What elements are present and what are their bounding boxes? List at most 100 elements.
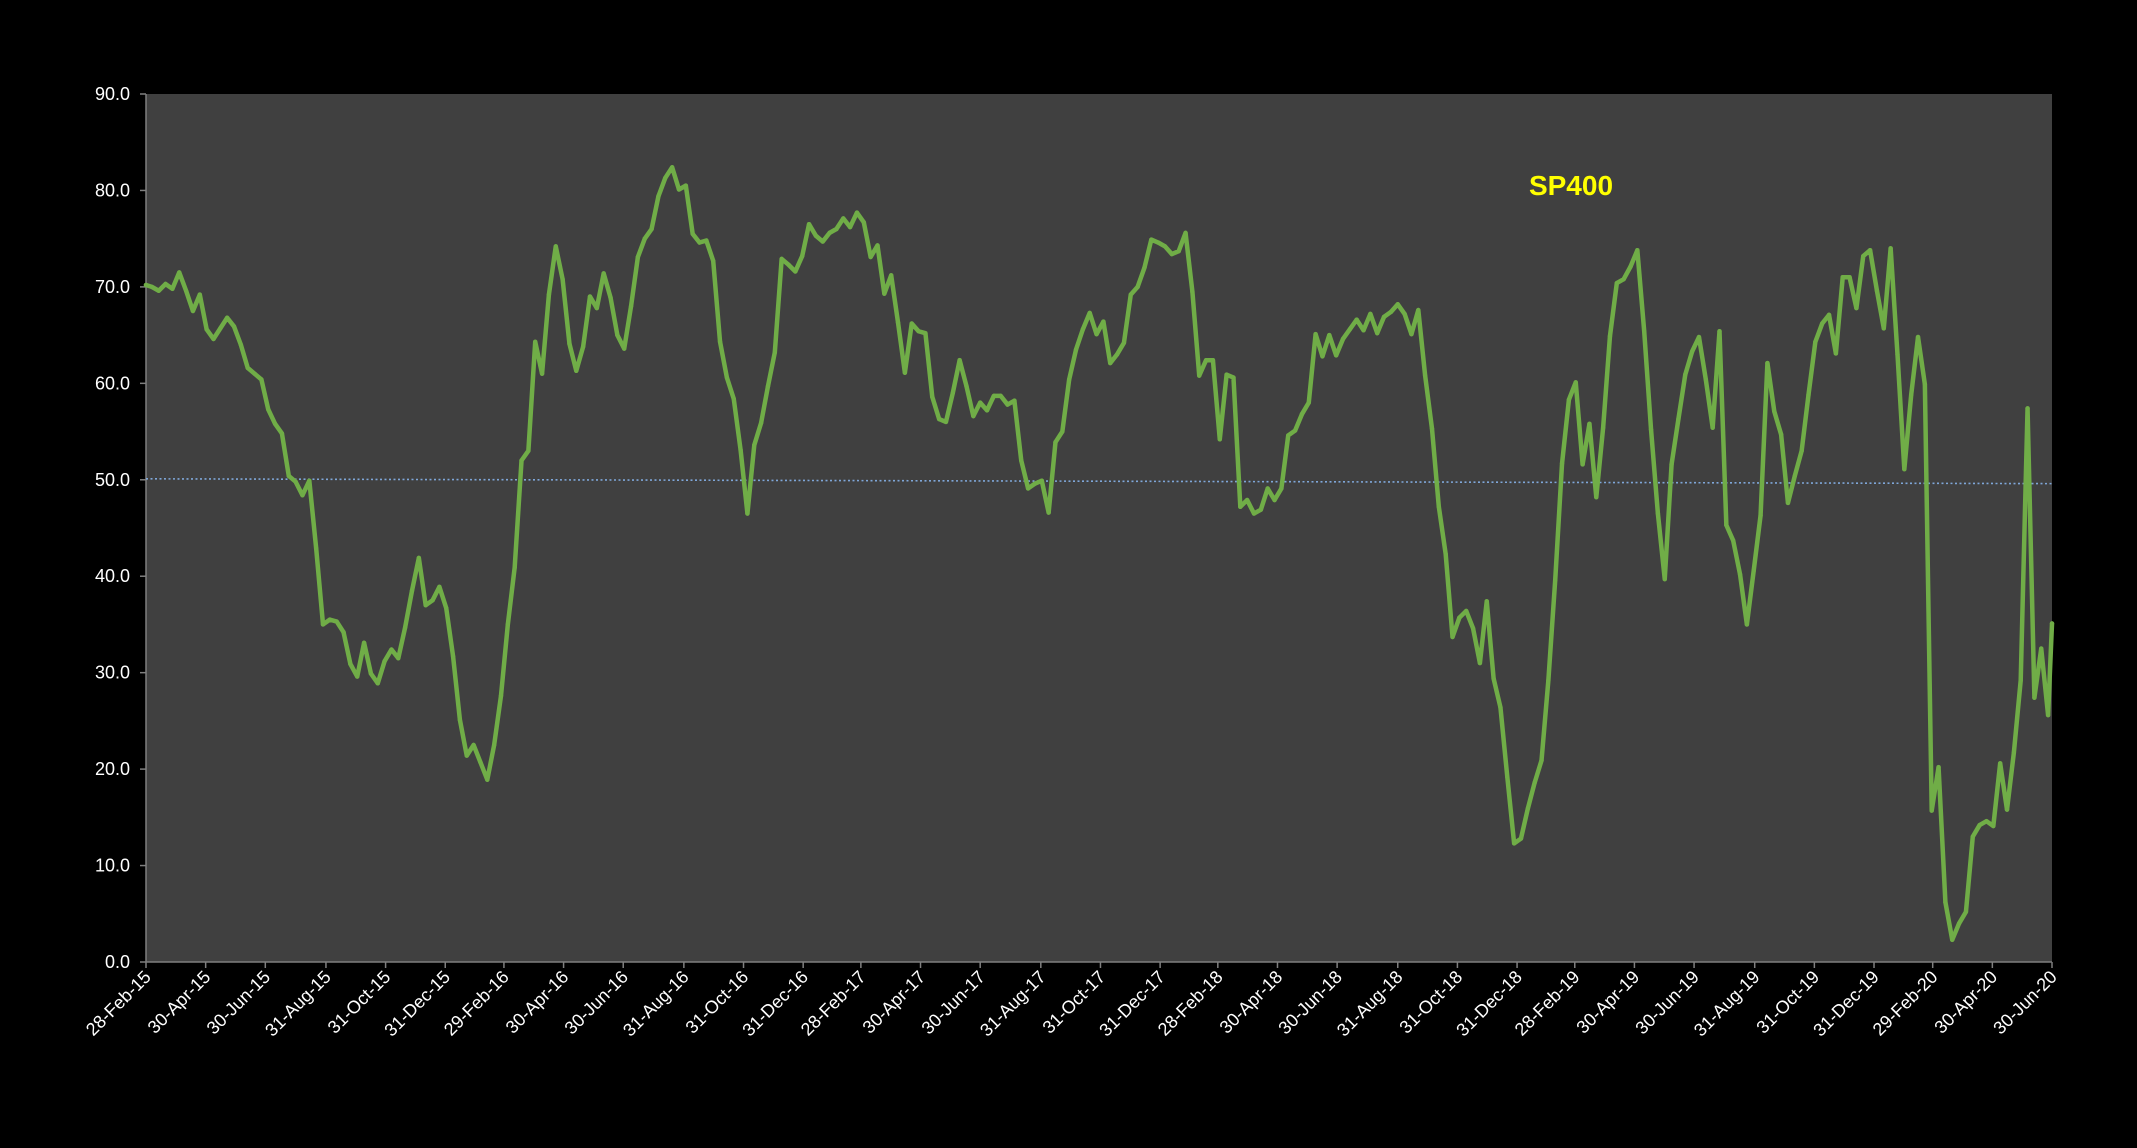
data-point	[177, 270, 182, 275]
data-point	[977, 400, 983, 405]
data-point	[1464, 608, 1469, 614]
data-point	[252, 371, 257, 376]
data-point	[1320, 354, 1325, 359]
data-point	[1826, 312, 1832, 318]
data-point	[1532, 780, 1537, 785]
data-point	[1703, 377, 1709, 382]
data-point	[2032, 695, 2037, 700]
data-point	[635, 254, 641, 260]
data-point	[971, 413, 976, 419]
data-point	[1005, 402, 1010, 407]
data-point	[402, 625, 408, 630]
data-point	[1997, 761, 2003, 766]
data-point	[375, 681, 380, 686]
data-point	[765, 384, 771, 389]
data-point	[1819, 321, 1825, 326]
data-point	[1498, 705, 1503, 710]
data-point	[143, 282, 149, 288]
data-point	[936, 416, 942, 422]
data-point	[1217, 437, 1222, 442]
data-point	[1299, 412, 1305, 417]
data-point	[1073, 347, 1079, 352]
data-point	[1710, 425, 1715, 430]
data-point	[1176, 249, 1181, 254]
data-point	[1854, 305, 1859, 311]
data-point	[409, 588, 415, 593]
data-point	[574, 368, 579, 373]
data-point	[724, 375, 730, 380]
data-point	[847, 224, 853, 230]
data-point	[1060, 429, 1065, 434]
data-point	[1149, 237, 1154, 242]
data-point	[923, 330, 928, 336]
data-point	[1019, 458, 1024, 463]
data-point	[1922, 382, 1928, 387]
data-point	[355, 674, 360, 679]
data-point	[341, 629, 346, 635]
plot-area	[146, 94, 2052, 962]
data-point	[1833, 351, 1839, 356]
x-tick-label: 30-Jun-20	[1989, 967, 2060, 1038]
data-point	[560, 276, 565, 282]
data-point	[546, 292, 552, 297]
data-point	[1012, 398, 1017, 403]
data-point	[1867, 248, 1873, 253]
data-point	[1436, 504, 1442, 509]
data-point	[149, 284, 155, 290]
data-point	[1450, 634, 1455, 640]
data-point	[320, 622, 326, 627]
data-point	[1778, 432, 1784, 437]
data-point	[444, 605, 449, 611]
data-point	[1655, 511, 1661, 516]
data-point	[1402, 311, 1407, 317]
data-point	[183, 288, 189, 293]
data-point	[697, 240, 702, 245]
data-point	[2025, 406, 2030, 411]
data-point	[1847, 275, 1852, 280]
data-point	[1950, 937, 1955, 943]
data-point	[279, 431, 285, 436]
chart-title: SP400	[1529, 170, 1613, 201]
data-point	[1984, 818, 1989, 824]
data-point	[738, 447, 743, 453]
data-point	[779, 256, 784, 262]
data-point	[1648, 427, 1654, 432]
x-tick-label: 30-Apr-16	[502, 967, 573, 1038]
data-point	[930, 394, 935, 400]
data-point	[430, 598, 435, 603]
data-point	[1203, 357, 1209, 363]
data-point	[1053, 439, 1058, 445]
data-point	[1484, 599, 1489, 604]
y-tick-label: 0.0	[105, 952, 130, 972]
data-point	[1258, 507, 1264, 512]
data-point	[1730, 538, 1736, 543]
data-point	[1128, 292, 1133, 297]
data-point	[1368, 311, 1373, 317]
data-point	[2049, 621, 2055, 626]
data-point	[1751, 568, 1756, 573]
data-point	[478, 760, 483, 765]
data-point	[1765, 360, 1770, 366]
data-point	[1772, 409, 1777, 414]
data-point	[1094, 331, 1099, 337]
data-point	[512, 565, 517, 570]
data-point	[916, 329, 921, 334]
data-point	[1114, 352, 1120, 357]
y-axis-ticks: 0.0 10.0 20.0 30.0 40.0 50.0 60.0 70.0 80.0 90.0	[95, 84, 146, 972]
data-point	[1539, 758, 1544, 763]
y-tick-label: 70.0	[95, 277, 130, 297]
data-point	[1943, 900, 1948, 905]
data-point	[1361, 328, 1366, 333]
data-point	[156, 288, 161, 293]
data-point	[882, 291, 887, 296]
x-tick-label: 31-Aug-16	[619, 967, 693, 1041]
data-point	[1669, 462, 1674, 467]
data-point	[1915, 334, 1921, 340]
data-point	[1491, 676, 1496, 681]
x-axis-ticks: 28-Feb-1530-Apr-1530-Jun-1531-Aug-1531-O…	[82, 962, 2061, 1040]
data-point	[1881, 326, 1886, 331]
data-point	[1457, 615, 1462, 620]
data-point	[1080, 327, 1086, 332]
data-point	[1162, 244, 1168, 249]
